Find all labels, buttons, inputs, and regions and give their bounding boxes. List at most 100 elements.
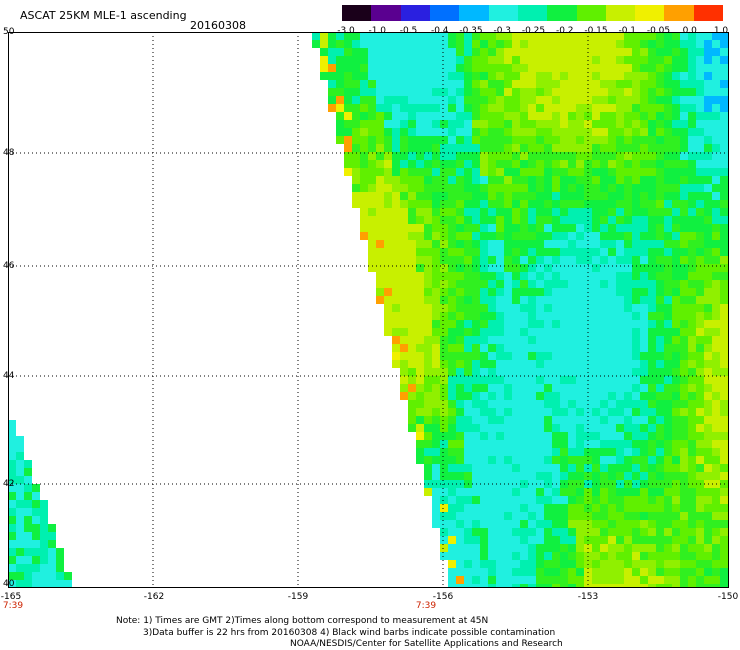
swath-cell bbox=[408, 224, 416, 232]
swath-cell bbox=[712, 200, 720, 208]
swath-cell bbox=[48, 580, 56, 588]
swath-cell bbox=[464, 240, 472, 248]
swath-cell bbox=[608, 464, 616, 472]
swath-cell bbox=[512, 488, 520, 496]
swath-cell bbox=[632, 216, 640, 224]
swath-cell bbox=[488, 208, 496, 216]
swath-cell bbox=[448, 464, 456, 472]
swath-cell bbox=[616, 192, 624, 200]
swath-cell bbox=[544, 456, 552, 464]
swath-cell bbox=[464, 488, 472, 496]
swath-cell bbox=[696, 312, 704, 320]
swath-cell bbox=[472, 416, 480, 424]
color-scale-swatch bbox=[342, 5, 372, 21]
swath-cell bbox=[544, 320, 552, 328]
swath-cell bbox=[464, 560, 472, 568]
swath-cell bbox=[440, 40, 448, 48]
swath-cell bbox=[704, 176, 712, 184]
swath-cell bbox=[400, 248, 408, 256]
swath-cell bbox=[632, 432, 640, 440]
swath-cell bbox=[664, 136, 672, 144]
swath-cell bbox=[632, 320, 640, 328]
swath-cell bbox=[576, 408, 584, 416]
swath-cell bbox=[568, 256, 576, 264]
swath-cell bbox=[360, 144, 368, 152]
swath-cell bbox=[24, 556, 32, 564]
swath-cell bbox=[592, 160, 600, 168]
swath-cell bbox=[536, 560, 544, 568]
swath-cell bbox=[632, 208, 640, 216]
swath-cell bbox=[392, 64, 400, 72]
swath-cell bbox=[520, 528, 528, 536]
swath-cell bbox=[512, 544, 520, 552]
swath-cell bbox=[680, 264, 688, 272]
swath-cell bbox=[688, 352, 696, 360]
swath-cell bbox=[688, 464, 696, 472]
swath-cell bbox=[520, 112, 528, 120]
swath-cell bbox=[440, 336, 448, 344]
swath-cell bbox=[560, 168, 568, 176]
swath-cell bbox=[688, 40, 696, 48]
swath-cell bbox=[608, 32, 616, 40]
swath-cell bbox=[576, 272, 584, 280]
swath-cell bbox=[424, 104, 432, 112]
color-scale-swatch bbox=[429, 5, 460, 21]
swath-cell bbox=[528, 384, 536, 392]
color-scale-label: -0.4 bbox=[430, 26, 449, 36]
swath-cell bbox=[608, 384, 616, 392]
swath-cell bbox=[632, 384, 640, 392]
swath-cell bbox=[472, 408, 480, 416]
swath-cell bbox=[344, 40, 352, 48]
swath-cell bbox=[504, 232, 512, 240]
swath-cell bbox=[504, 512, 512, 520]
swath-cell bbox=[704, 584, 712, 588]
swath-cell bbox=[704, 232, 712, 240]
swath-cell bbox=[496, 72, 504, 80]
swath-cell bbox=[712, 408, 720, 416]
swath-cell bbox=[712, 136, 720, 144]
swath-cell bbox=[472, 232, 480, 240]
swath-cell bbox=[520, 520, 528, 528]
swath-cell bbox=[592, 568, 600, 576]
swath-cell bbox=[464, 160, 472, 168]
swath-cell bbox=[488, 560, 496, 568]
swath-cell bbox=[392, 216, 400, 224]
swath-cell bbox=[720, 176, 728, 184]
swath-cell bbox=[696, 152, 704, 160]
swath-cell bbox=[472, 504, 480, 512]
swath-cell bbox=[624, 472, 632, 480]
swath-cell bbox=[488, 264, 496, 272]
swath-cell bbox=[328, 104, 336, 112]
swath-cell bbox=[592, 544, 600, 552]
swath-cell bbox=[416, 304, 424, 312]
swath-cell bbox=[416, 208, 424, 216]
swath-cell bbox=[680, 112, 688, 120]
swath-cell bbox=[560, 560, 568, 568]
swath-cell bbox=[616, 576, 624, 584]
swath-cell bbox=[704, 64, 712, 72]
swath-cell bbox=[384, 96, 392, 104]
swath-cell bbox=[640, 144, 648, 152]
swath-cell bbox=[536, 384, 544, 392]
swath-cell bbox=[512, 344, 520, 352]
swath-cell bbox=[704, 560, 712, 568]
swath-cell bbox=[696, 216, 704, 224]
swath-cell bbox=[712, 416, 720, 424]
swath-cell bbox=[664, 72, 672, 80]
swath-cell bbox=[536, 496, 544, 504]
swath-cell bbox=[360, 96, 368, 104]
swath-cell bbox=[672, 376, 680, 384]
swath-cell bbox=[544, 136, 552, 144]
swath-cell bbox=[552, 208, 560, 216]
swath-cell bbox=[576, 200, 584, 208]
swath-cell bbox=[16, 540, 24, 548]
swath-cell bbox=[472, 352, 480, 360]
swath-cell bbox=[560, 88, 568, 96]
swath-cell bbox=[520, 424, 528, 432]
swath-cell bbox=[560, 456, 568, 464]
swath-cell bbox=[384, 152, 392, 160]
swath-cell bbox=[376, 208, 384, 216]
swath-cell bbox=[648, 264, 656, 272]
swath-cell bbox=[616, 240, 624, 248]
swath-cell bbox=[672, 312, 680, 320]
